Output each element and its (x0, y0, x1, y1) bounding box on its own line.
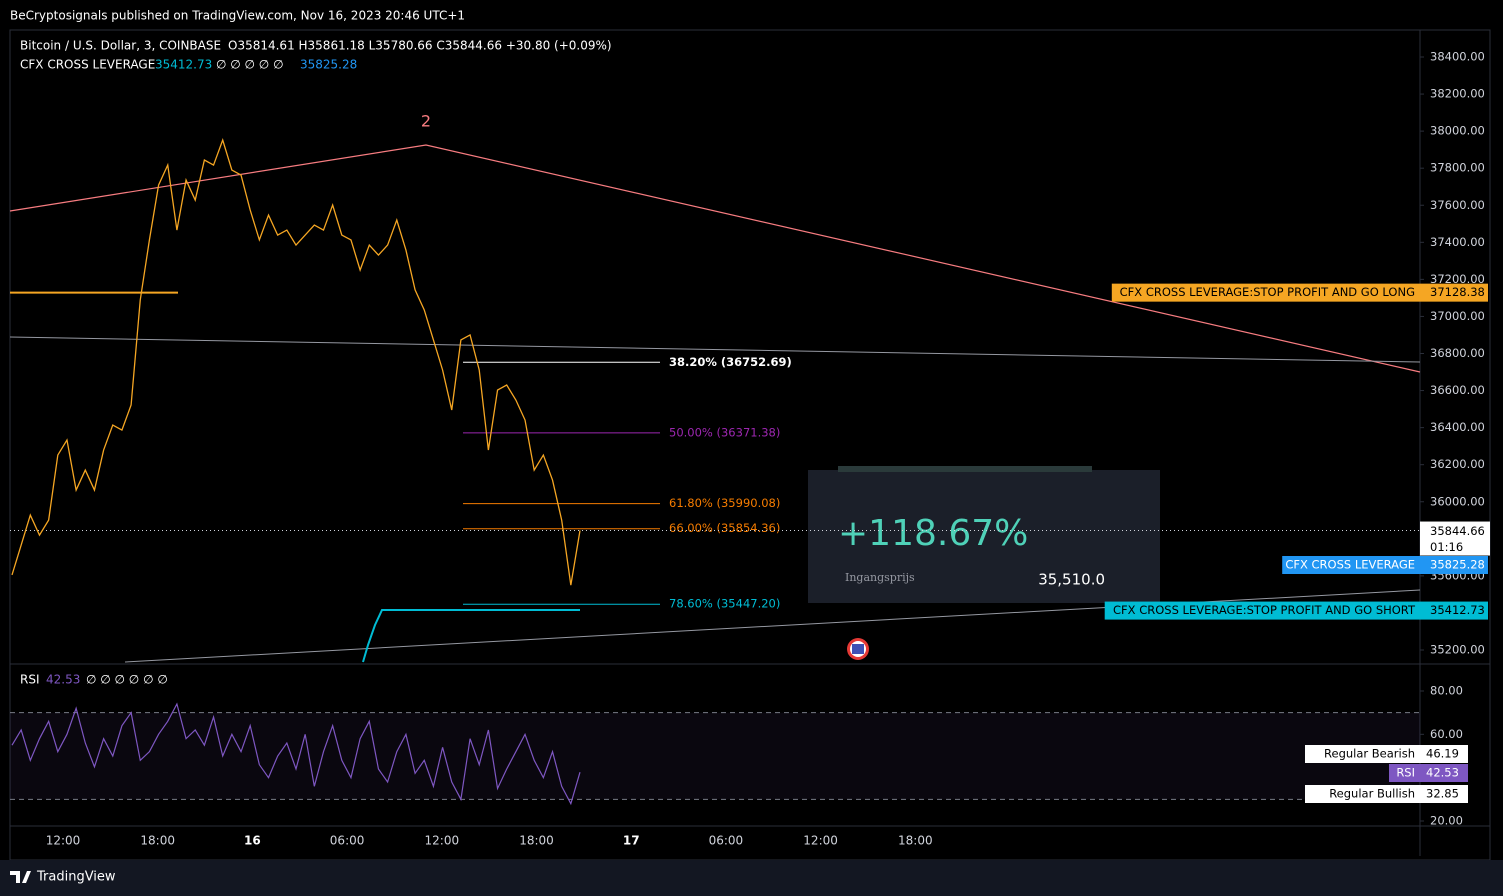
time-tick-label: 12:00 (803, 834, 838, 848)
price-tick-label: 37200.00 (1430, 272, 1485, 286)
price-tick-label: 37400.00 (1430, 235, 1485, 249)
footer-brand: TradingView (36, 870, 116, 885)
price-tick-label: 35200.00 (1430, 643, 1485, 657)
rsi-tick-label: 60.00 (1430, 727, 1463, 741)
current-price-box (1420, 521, 1490, 556)
rsi-label-box (1305, 785, 1420, 803)
rsi-label: Regular Bearish (1324, 747, 1415, 761)
symbol: Bitcoin / U.S. Dollar, 3, COINBASE (20, 39, 221, 53)
fib-label: 61.80% (35990.08) (669, 496, 780, 510)
rsi-value: 42.53 (46, 673, 80, 687)
price-tick-label: 36600.00 (1430, 383, 1485, 397)
current-price: 35844.66 (1430, 524, 1485, 538)
price-tick-label: 36000.00 (1430, 494, 1485, 508)
fib-label: 50.00% (36371.38) (669, 425, 780, 439)
rsi-value-box (1420, 785, 1468, 803)
time-tick-label: 12:00 (46, 834, 81, 848)
signal-value: 37128.38 (1430, 285, 1485, 299)
rsi-label-value: 32.85 (1426, 787, 1459, 801)
rsi-label-value: 46.19 (1426, 747, 1459, 761)
indicator-empty: ∅ ∅ ∅ ∅ ∅ (216, 58, 284, 72)
overlay-entry-label: Ingangsprijs (845, 571, 915, 584)
overlay-bar (838, 466, 1092, 472)
tv-logo (10, 871, 31, 883)
rsi-value-box (1420, 764, 1468, 782)
wave-label: 2 (421, 112, 431, 131)
rsi-band (10, 712, 1420, 800)
rsi-value-box (1420, 745, 1468, 763)
rsi-label: Regular Bullish (1329, 787, 1415, 801)
price-tick-label: 38000.00 (1430, 124, 1485, 138)
price-tick-label: 37000.00 (1430, 309, 1485, 323)
price-tick-label: 36800.00 (1430, 346, 1485, 360)
time-tick-label: 18:00 (898, 834, 933, 848)
rsi-label: RSI (1396, 766, 1415, 780)
signal-value: 35825.28 (1430, 558, 1485, 572)
rsi-line (11, 702, 581, 806)
indicator-name: CFX CROSS LEVERAGE (20, 58, 155, 72)
price-tick-label: 38400.00 (1430, 50, 1485, 64)
price-tick-label: 38200.00 (1430, 87, 1485, 101)
signal-label-box (1282, 556, 1488, 574)
fib-label: 78.60% (35447.20) (669, 597, 780, 611)
time-tick-label: 18:00 (519, 834, 554, 848)
signal-label: CFX CROSS LEVERAGE (1285, 558, 1415, 572)
time-tick-label: 18:00 (140, 834, 175, 848)
overlay-entry-value: 35,510.0 (1038, 571, 1105, 589)
rsi-label-box (1389, 764, 1420, 782)
signal-label-box (1111, 283, 1488, 302)
indicator-value: 35412.73 (155, 58, 212, 72)
rsi-name: RSI (20, 673, 40, 687)
price-tick-label: 36200.00 (1430, 457, 1485, 471)
time-tick-label: 17 (623, 834, 640, 848)
signal-label: CFX CROSS LEVERAGE:STOP PROFIT AND GO LO… (1120, 285, 1415, 299)
stop-line (362, 609, 580, 663)
price-tick-label: 37600.00 (1430, 198, 1485, 212)
rsi-tick-label: 80.00 (1430, 684, 1463, 698)
price-line (11, 137, 581, 586)
ohlc: O35814.61 H35861.18 L35780.66 C35844.66 … (228, 39, 612, 53)
publisher: BeCryptosignals published on TradingView… (10, 9, 465, 23)
fib-label: 66.00% (35854.36) (669, 521, 780, 535)
trend-line (9, 336, 1421, 363)
trend-line (9, 144, 1421, 373)
time-tick-label: 16 (244, 834, 261, 848)
price-tick-label: 37800.00 (1430, 161, 1485, 175)
countdown: 01:16 (1430, 540, 1463, 554)
time-tick-label: 06:00 (709, 834, 744, 848)
rsi-label-box (1305, 745, 1420, 763)
overlay-card (808, 470, 1160, 603)
rsi-tick-label: 20.00 (1430, 814, 1463, 828)
rsi-empty: ∅ ∅ ∅ ∅ ∅ ∅ (86, 673, 168, 687)
signal-value: 35412.73 (1430, 603, 1485, 617)
signal-label-box (1104, 601, 1488, 620)
price-tick-label: 36400.00 (1430, 420, 1485, 434)
time-tick-label: 12:00 (425, 834, 460, 848)
fib-label: 38.20% (36752.69) (669, 355, 792, 369)
indicator-value: 35825.28 (300, 58, 357, 72)
footer-bar (0, 860, 1503, 896)
overlay-gain: +118.67% (838, 513, 1028, 554)
rsi-label-value: 42.53 (1426, 766, 1459, 780)
event-flag (852, 644, 864, 654)
signal-label: CFX CROSS LEVERAGE:STOP PROFIT AND GO SH… (1113, 603, 1416, 617)
time-tick-label: 06:00 (330, 834, 365, 848)
